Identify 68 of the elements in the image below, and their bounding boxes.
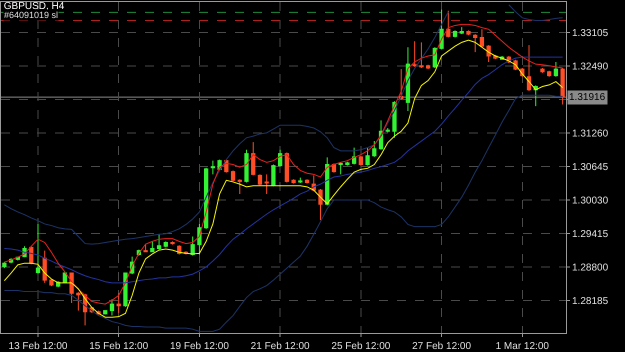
candlestick — [399, 68, 404, 100]
candlestick — [419, 42, 424, 68]
candlestick — [164, 240, 168, 248]
x-tick-label: 27 Feb 12:00 — [412, 341, 472, 352]
candlestick — [42, 250, 47, 284]
candlestick — [480, 28, 484, 48]
y-tick-label: 1.30645 — [572, 162, 609, 173]
candlestick — [446, 10, 450, 38]
candlestick — [258, 174, 262, 186]
y-tick-label: 1.30030 — [572, 195, 609, 206]
line-series — [4, 56, 564, 284]
x-tick-label: 25 Feb 12:00 — [331, 341, 391, 352]
x-tick-label: 15 Feb 12:00 — [89, 341, 149, 352]
candlestick — [298, 177, 302, 184]
candlestick — [238, 178, 242, 194]
candlestick — [110, 298, 114, 316]
candlestick — [560, 67, 565, 106]
candlestick — [412, 40, 417, 68]
candlestick — [116, 292, 121, 314]
x-tick-label: 1 Mar 12:00 — [496, 341, 550, 352]
candlestick — [338, 162, 343, 175]
chart-title: GBPUSD, H4 — [4, 0, 65, 12]
line-series — [4, 94, 564, 332]
candlestick — [76, 292, 80, 312]
candlestick — [264, 174, 269, 194]
x-tick-label: 13 Feb 12:00 — [8, 341, 68, 352]
candlestick — [36, 223, 40, 275]
candlestick — [284, 152, 290, 183]
x-tick-label: 19 Feb 12:00 — [170, 341, 230, 352]
candlestick — [352, 147, 356, 165]
candlestick — [547, 70, 552, 78]
ref-line-label: #64091019 sl — [4, 10, 58, 20]
candlestick — [210, 160, 216, 175]
candlestick — [460, 26, 464, 35]
candlestick — [271, 164, 276, 187]
candlestick — [230, 170, 236, 182]
candlestick — [156, 234, 162, 250]
candlestick — [365, 147, 370, 166]
candlestick — [358, 155, 363, 166]
y-tick-label: 1.28800 — [572, 262, 609, 274]
candlestick — [526, 44, 532, 92]
y-tick-label: 1.29415 — [572, 228, 609, 240]
candlestick — [325, 156, 330, 206]
candlestick — [426, 64, 430, 70]
candlestick — [372, 140, 376, 158]
y-tick-label: 1.31260 — [572, 128, 609, 140]
candlestick — [540, 67, 545, 74]
ref-line-label: 1.31916 — [569, 92, 606, 103]
candlestick — [386, 127, 390, 133]
candlestick — [278, 149, 282, 168]
candlestick — [251, 142, 256, 176]
candlestick — [2, 262, 7, 269]
x-tick-label: 21 Feb 12:00 — [250, 341, 310, 352]
y-tick-label: 1.33105 — [572, 28, 609, 39]
candlestick — [190, 236, 195, 256]
candlestick — [318, 188, 323, 221]
candlestick — [452, 30, 458, 38]
y-tick-label: 1.28185 — [572, 296, 609, 308]
candlestick — [143, 244, 148, 253]
candlestick — [439, 9, 444, 50]
candlestick — [554, 61, 558, 78]
candlestick — [244, 149, 249, 183]
candlestick — [103, 310, 108, 315]
candlestick — [150, 240, 154, 253]
candlestick — [486, 44, 491, 62]
candlestick — [432, 46, 437, 68]
y-tick-label: 1.32490 — [572, 61, 609, 72]
candlestick — [473, 34, 478, 53]
